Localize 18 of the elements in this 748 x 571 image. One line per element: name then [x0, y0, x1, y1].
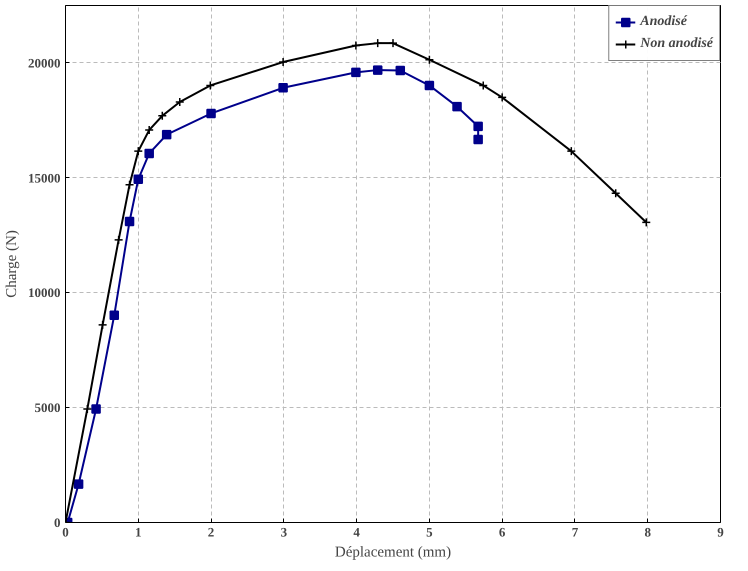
x-tick-label: 2 [208, 524, 214, 540]
y-tick-label: 15000 [28, 170, 60, 186]
x-tick-label: 9 [717, 524, 724, 540]
y-tick-label: 0 [54, 515, 60, 530]
x-tick-label: 1 [135, 524, 142, 540]
y-tick-label: 10000 [28, 285, 60, 300]
x-tick-label: 7 [572, 524, 579, 540]
x-tick-label: 8 [644, 524, 652, 540]
x-tick-label: 6 [498, 524, 506, 540]
legend-label: Non anodisé [640, 36, 713, 52]
x-tick-label: 3 [280, 524, 288, 540]
x-tick-label: 5 [426, 524, 434, 540]
y-tick-label: 20000 [28, 55, 60, 70]
legend-label: Anodisé [640, 14, 687, 30]
y-tick-label: 5000 [34, 400, 60, 416]
y-axis-title: Charge (N) [4, 230, 20, 298]
x-tick-label: 4 [353, 524, 360, 540]
x-axis-title: Déplacement (mm) [334, 544, 452, 560]
